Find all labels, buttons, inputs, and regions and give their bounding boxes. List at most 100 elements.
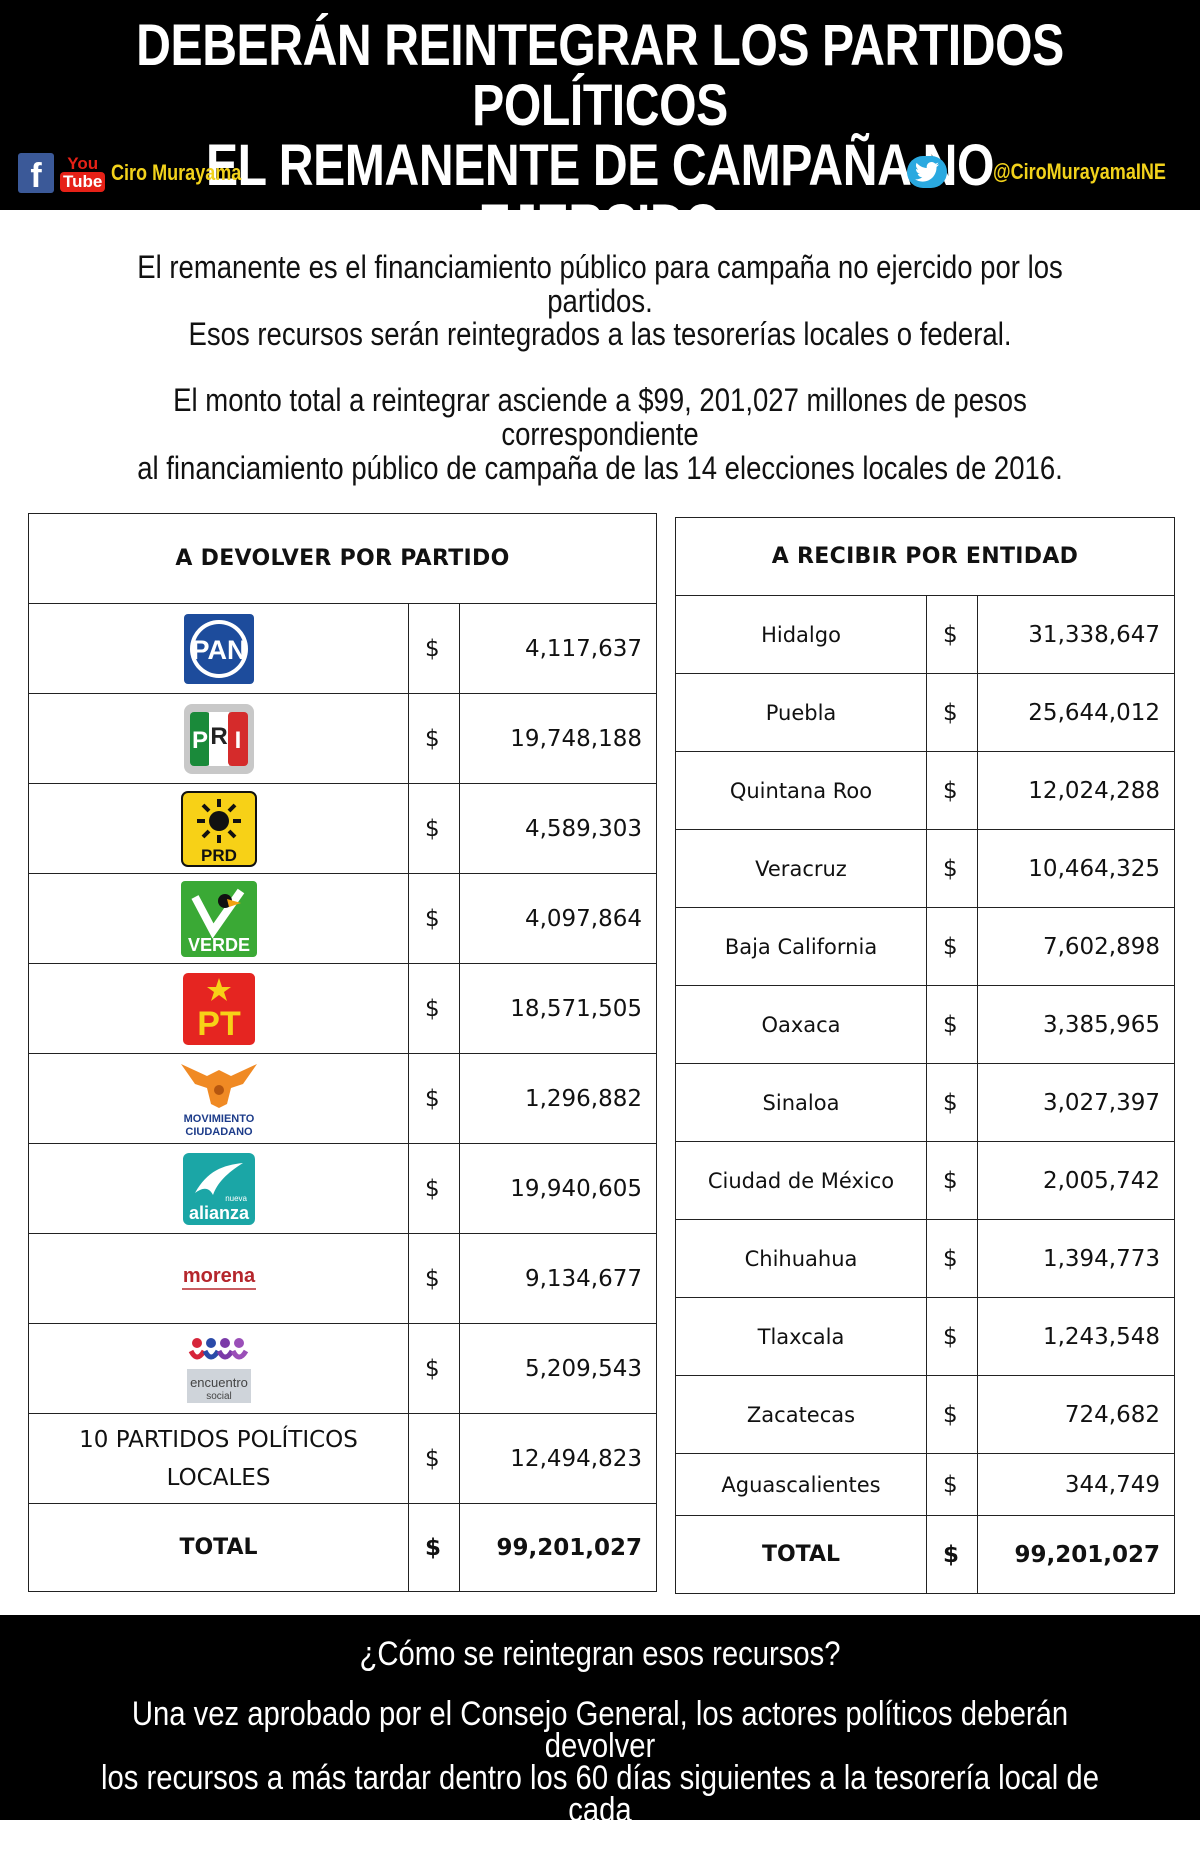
- twitter-icon[interactable]: [907, 156, 948, 188]
- currency-symbol: $: [408, 1323, 460, 1414]
- footer-answer-line-3: estado o de la federación.: [431, 1823, 769, 1861]
- footer-answer-line-1: Una vez aprobado por el Consejo General,…: [131, 1695, 1069, 1765]
- entity-total-row: TOTAL $ 99,201,027: [675, 1515, 1175, 1594]
- party-amount: 1,296,882: [459, 1053, 657, 1144]
- party-table-header-row: A DEVOLVER POR PARTIDO: [28, 513, 657, 604]
- entity-name: Aguascalientes: [675, 1453, 927, 1516]
- currency-symbol: $: [926, 829, 978, 908]
- party-table: A DEVOLVER POR PARTIDO PAN $ 4,117,637 P…: [28, 513, 657, 1592]
- currency-symbol: $: [408, 693, 460, 784]
- right-handle[interactable]: @CiroMurayamaINE: [993, 159, 1166, 184]
- entity-total-amount: 99,201,027: [977, 1515, 1175, 1594]
- facebook-icon[interactable]: f: [18, 153, 54, 193]
- entity-amount: 344,749: [977, 1453, 1175, 1516]
- entity-name: Oaxaca: [675, 985, 927, 1064]
- pt-logo-icon: PT: [182, 972, 255, 1045]
- entity-name: Veracruz: [675, 829, 927, 908]
- entity-amount: 25,644,012: [977, 673, 1175, 752]
- party-table-header: A DEVOLVER POR PARTIDO: [28, 513, 657, 604]
- footer-answer-line-2: los recursos a más tardar dentro los 60 …: [101, 1759, 1099, 1829]
- entity-amount: 3,027,397: [977, 1063, 1175, 1142]
- entity-amount: 1,394,773: [977, 1219, 1175, 1298]
- social-right: @CiroMurayamaINE: [907, 152, 1166, 192]
- currency-symbol: $: [926, 1297, 978, 1376]
- nueva-alianza-logo-cell: nueva alianza: [28, 1143, 409, 1234]
- entity-amount: 10,464,325: [977, 829, 1175, 908]
- verde-logo-icon: VERDE: [180, 880, 257, 957]
- intro-paragraph-2: Esos recursos serán reintegrados a las t…: [188, 316, 1012, 352]
- pri-logo-r: R: [210, 723, 227, 750]
- currency-symbol: $: [408, 963, 460, 1054]
- party-amount: 4,117,637: [459, 603, 657, 694]
- entity-name: Chihuahua: [675, 1219, 927, 1298]
- table-row: 10 PARTIDOS POLÍTICOS LOCALES $ 12,494,8…: [28, 1413, 657, 1504]
- entity-amount: 12,024,288: [977, 751, 1175, 830]
- encuentro-social-logo-cell: encuentro social: [28, 1323, 409, 1414]
- entity-amount: 1,243,548: [977, 1297, 1175, 1376]
- entity-name: Ciudad de México: [675, 1141, 927, 1220]
- currency-symbol: $: [408, 873, 460, 964]
- nueva-alianza-logo-icon: nueva alianza: [182, 1152, 255, 1225]
- encuentro-social-logo-icon: encuentro social: [186, 1337, 251, 1403]
- pan-logo-text: PAN: [191, 635, 246, 665]
- header-banner: DEBERÁN REINTEGRAR LOS PARTIDOS POLÍTICO…: [0, 0, 1200, 256]
- party-amount: 9,134,677: [459, 1233, 657, 1324]
- pt-logo-cell: PT: [28, 963, 409, 1054]
- pt-logo-text: PT: [197, 1005, 241, 1043]
- entity-table: A RECIBIR POR ENTIDAD Hidalgo $ 31,338,6…: [675, 517, 1175, 1594]
- currency-symbol: $: [408, 1053, 460, 1144]
- intro-paragraph-3: El monto total a reintegrar asciende a $…: [84, 383, 1116, 485]
- currency-symbol: $: [926, 985, 978, 1064]
- party-amount: 19,748,188: [459, 693, 657, 784]
- pri-logo-p: P: [191, 727, 207, 754]
- currency-symbol: $: [926, 1063, 978, 1142]
- footer-banner: ¿Cómo se reintegran esos recursos? Una v…: [0, 1615, 1200, 1859]
- morena-logo-icon: morena: [181, 1265, 256, 1290]
- youtube-tube-label: Tube: [60, 171, 106, 192]
- currency-symbol: $: [926, 751, 978, 830]
- party-amount: 18,571,505: [459, 963, 657, 1054]
- left-handle[interactable]: Ciro Murayama: [111, 160, 242, 185]
- currency-symbol: $: [926, 907, 978, 986]
- table-row: Oaxaca $ 3,385,965: [675, 985, 1175, 1064]
- footer-answer: Una vez aprobado por el Consejo General,…: [84, 1695, 1116, 1861]
- local-parties-line-1: 10 PARTIDOS POLÍTICOS: [79, 1426, 358, 1453]
- encuentro-logo-line-2: social: [206, 1391, 232, 1402]
- entity-name: Puebla: [675, 673, 927, 752]
- youtube-icon[interactable]: You Tube: [60, 155, 106, 192]
- currency-symbol: $: [408, 1233, 460, 1324]
- table-row: PAN $ 4,117,637: [28, 603, 657, 694]
- currency-symbol: $: [926, 1515, 978, 1594]
- party-total-row: TOTAL $ 99,201,027: [28, 1503, 657, 1592]
- entity-amount: 2,005,742: [977, 1141, 1175, 1220]
- party-amount: 19,940,605: [459, 1143, 657, 1234]
- encuentro-logo-line-1: encuentro: [190, 1375, 248, 1390]
- mc-logo-line-2: CIUDADANO: [185, 1126, 253, 1138]
- currency-symbol: $: [926, 1141, 978, 1220]
- table-row: nueva alianza $ 19,940,605: [28, 1143, 657, 1234]
- entity-total-label: TOTAL: [675, 1515, 927, 1594]
- morena-logo-text: morena: [182, 1265, 255, 1287]
- twitter-bird-icon: [915, 162, 940, 182]
- currency-symbol: $: [408, 1503, 460, 1592]
- table-row: Chihuahua $ 1,394,773: [675, 1219, 1175, 1298]
- table-row: P R I $ 19,748,188: [28, 693, 657, 784]
- table-row: Hidalgo $ 31,338,647: [675, 595, 1175, 674]
- movimiento-ciudadano-eagle-icon: MOVIMIENTO CIUDADANO: [180, 1063, 257, 1138]
- intro-paragraph-3-line-2: al financiamiento público de campaña de …: [137, 450, 1063, 486]
- intro-paragraph-1: El remanente es el financiamiento públic…: [137, 249, 1063, 319]
- entity-amount: 31,338,647: [977, 595, 1175, 674]
- currency-symbol: $: [926, 1219, 978, 1298]
- pri-logo-cell: P R I: [28, 693, 409, 784]
- entity-name: Zacatecas: [675, 1375, 927, 1454]
- prd-logo-cell: PRD: [28, 783, 409, 874]
- nueva-alianza-logo-text: alianza: [188, 1203, 249, 1223]
- table-row: PT $ 18,571,505: [28, 963, 657, 1054]
- party-total-amount: 99,201,027: [459, 1503, 657, 1592]
- pan-logo-icon: PAN: [183, 613, 254, 684]
- currency-symbol: $: [408, 1413, 460, 1504]
- entity-name: Baja California: [675, 907, 927, 986]
- table-row: morena $ 9,134,677: [28, 1233, 657, 1324]
- local-parties-label: 10 PARTIDOS POLÍTICOS LOCALES: [28, 1413, 409, 1504]
- table-row: Baja California $ 7,602,898: [675, 907, 1175, 986]
